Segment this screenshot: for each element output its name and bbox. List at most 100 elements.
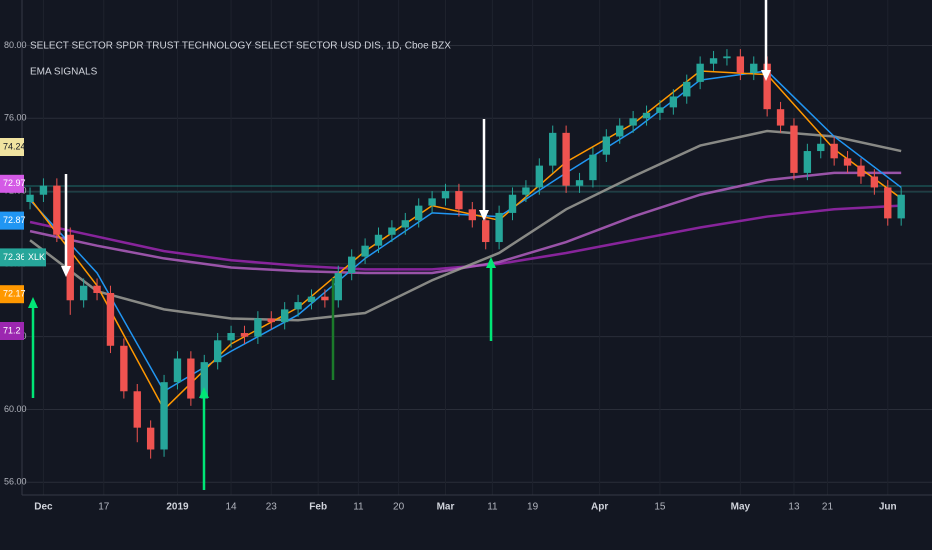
- candle-body: [589, 154, 597, 181]
- price-badge-label: 71.2: [3, 325, 21, 335]
- ma-line: [29, 70, 902, 411]
- candle-body: [495, 212, 503, 243]
- candle-body: [897, 194, 905, 219]
- price-labels: 74.24 72.97 72.87 72.36 XLK 72.17 71.2: [0, 138, 46, 340]
- x-tick-label: 2019: [166, 502, 189, 513]
- candle-body: [455, 191, 463, 210]
- x-tick-label: 21: [822, 502, 834, 513]
- price-badge: [0, 322, 24, 340]
- x-tick-label: 11: [353, 502, 364, 513]
- candle-body: [213, 340, 222, 363]
- x-tick-label: May: [731, 502, 751, 513]
- ma-line: [29, 129, 902, 322]
- candle-body: [240, 333, 249, 337]
- arrow-head: [199, 387, 209, 398]
- candle-body: [575, 180, 584, 186]
- candle-body: [267, 318, 275, 323]
- candle-body: [441, 191, 450, 199]
- candle-body: [736, 56, 745, 73]
- price-badge: [0, 138, 24, 156]
- price-badge: [0, 211, 24, 230]
- price-badge-label: 72.97: [3, 178, 26, 188]
- candle-body: [723, 56, 731, 59]
- candle-body: [133, 391, 141, 428]
- candle-body: [53, 185, 61, 235]
- candle-body: [468, 209, 476, 221]
- candle-body: [106, 292, 115, 346]
- candle-body: [602, 136, 611, 155]
- candle-body: [884, 187, 892, 219]
- candle-body: [26, 194, 34, 203]
- x-tick-label: 17: [98, 502, 110, 513]
- candle-body: [146, 427, 155, 450]
- candle-body: [39, 185, 48, 195]
- candle-body: [562, 132, 570, 186]
- candle-body: [549, 132, 557, 166]
- candle-body: [763, 63, 771, 110]
- time-axis: [0, 495, 932, 550]
- y-tick-label: 56.00: [4, 477, 27, 487]
- candle-body: [616, 125, 624, 137]
- candle-body: [321, 296, 329, 301]
- candle-body: [817, 143, 825, 152]
- candle-body: [535, 165, 544, 188]
- candle-body: [790, 125, 798, 173]
- grid: [22, 0, 932, 495]
- candle-body: [361, 245, 369, 257]
- candle-body: [187, 358, 195, 399]
- x-tick-label: 11: [487, 502, 498, 513]
- candle-body: [709, 58, 718, 64]
- candle-body: [93, 285, 101, 293]
- arrow-head: [28, 297, 38, 308]
- candle-body: [428, 198, 436, 206]
- x-tick-label: Dec: [34, 502, 53, 513]
- price-axis: [0, 0, 22, 495]
- chart-title: SELECT SECTOR SPDR TRUST TECHNOLOGY SELE…: [30, 41, 451, 52]
- x-tick-label: Apr: [591, 502, 608, 513]
- arrow-head: [61, 266, 71, 277]
- candle-body: [401, 220, 409, 228]
- x-tick-label: 19: [527, 502, 539, 513]
- x-tick-label: 14: [226, 502, 238, 513]
- symbol-label: XLK: [28, 252, 45, 262]
- candle-body: [696, 63, 704, 82]
- candle-body: [307, 296, 316, 303]
- candle-body: [482, 220, 490, 243]
- indicator-title: EMA SIGNALS: [30, 67, 98, 78]
- candle-body: [642, 112, 651, 119]
- candle-body: [683, 81, 691, 97]
- candle-body: [669, 96, 678, 108]
- arrow-head: [761, 70, 771, 81]
- arrow-head: [486, 257, 496, 268]
- candle-body: [415, 205, 423, 221]
- price-badge-label: 72.36: [3, 252, 26, 262]
- candle-body: [870, 176, 879, 188]
- candle-body: [830, 143, 838, 159]
- x-tick-label: Mar: [437, 502, 455, 513]
- candle-body: [173, 358, 182, 383]
- candle-body: [388, 227, 396, 235]
- candle-body: [280, 309, 289, 323]
- moving-averages: [29, 70, 902, 411]
- price-badge-label: 72.17: [3, 289, 26, 299]
- signals: [28, 0, 771, 490]
- x-tick-label: 20: [393, 502, 405, 513]
- price-badge: [0, 174, 24, 193]
- candle-body: [227, 333, 235, 341]
- x-axis: Dec 17 2019 14 23 Feb 11 20 Mar 11 19 Apr 15 May 13 21 J…: [34, 502, 896, 513]
- candles: [26, 49, 905, 459]
- candle-body: [750, 63, 758, 73]
- y-tick-label: 60.00: [4, 404, 27, 414]
- candle-body: [522, 187, 530, 195]
- y-tick-label: 80.00: [4, 40, 27, 50]
- candle-body: [79, 285, 88, 301]
- candle-body: [857, 165, 865, 177]
- x-tick-label: 15: [654, 502, 666, 513]
- candle-body: [843, 158, 852, 166]
- y-tick-label: 76.00: [4, 113, 27, 123]
- candle-body: [334, 272, 342, 301]
- candle-body: [508, 194, 517, 213]
- price-badge: [0, 248, 24, 267]
- candle-body: [656, 107, 664, 113]
